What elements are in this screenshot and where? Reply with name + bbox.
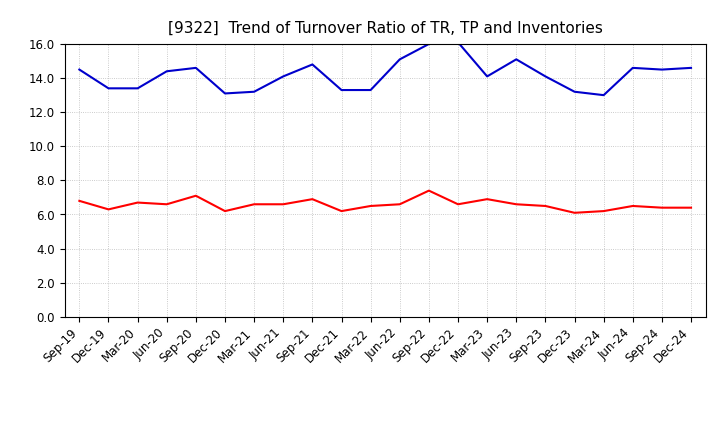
Trade Payables: [629, 65, 637, 70]
Trade Receivables: [104, 207, 113, 212]
Trade Receivables: [395, 202, 404, 207]
Trade Payables: [308, 62, 317, 67]
Trade Receivables: [454, 202, 462, 207]
Trade Payables: [512, 57, 521, 62]
Trade Receivables: [541, 203, 550, 209]
Trade Receivables: [687, 205, 696, 210]
Trade Receivables: [570, 210, 579, 216]
Trade Receivables: [657, 205, 666, 210]
Trade Payables: [425, 41, 433, 47]
Trade Payables: [337, 88, 346, 93]
Trade Payables: [220, 91, 229, 96]
Trade Payables: [599, 92, 608, 98]
Trade Payables: [104, 86, 113, 91]
Trade Receivables: [337, 209, 346, 214]
Trade Receivables: [279, 202, 287, 207]
Trade Receivables: [629, 203, 637, 209]
Trade Receivables: [75, 198, 84, 203]
Legend: Trade Receivables, Trade Payables, Inventories: Trade Receivables, Trade Payables, Inven…: [166, 438, 604, 440]
Trade Payables: [483, 74, 492, 79]
Title: [9322]  Trend of Turnover Ratio of TR, TP and Inventories: [9322] Trend of Turnover Ratio of TR, TP…: [168, 21, 603, 36]
Line: Trade Receivables: Trade Receivables: [79, 191, 691, 213]
Trade Payables: [279, 74, 287, 79]
Trade Payables: [570, 89, 579, 94]
Trade Receivables: [192, 193, 200, 198]
Trade Payables: [133, 86, 142, 91]
Trade Payables: [541, 74, 550, 79]
Trade Payables: [163, 69, 171, 74]
Trade Payables: [454, 40, 462, 45]
Trade Receivables: [133, 200, 142, 205]
Trade Receivables: [366, 203, 375, 209]
Trade Receivables: [512, 202, 521, 207]
Trade Receivables: [425, 188, 433, 193]
Trade Receivables: [250, 202, 258, 207]
Line: Trade Payables: Trade Payables: [79, 42, 691, 95]
Trade Payables: [250, 89, 258, 94]
Trade Payables: [687, 65, 696, 70]
Trade Receivables: [599, 209, 608, 214]
Trade Payables: [75, 67, 84, 72]
Trade Receivables: [483, 197, 492, 202]
Trade Payables: [366, 88, 375, 93]
Trade Receivables: [308, 197, 317, 202]
Trade Payables: [192, 65, 200, 70]
Trade Receivables: [163, 202, 171, 207]
Trade Payables: [395, 57, 404, 62]
Trade Payables: [657, 67, 666, 72]
Trade Receivables: [220, 209, 229, 214]
